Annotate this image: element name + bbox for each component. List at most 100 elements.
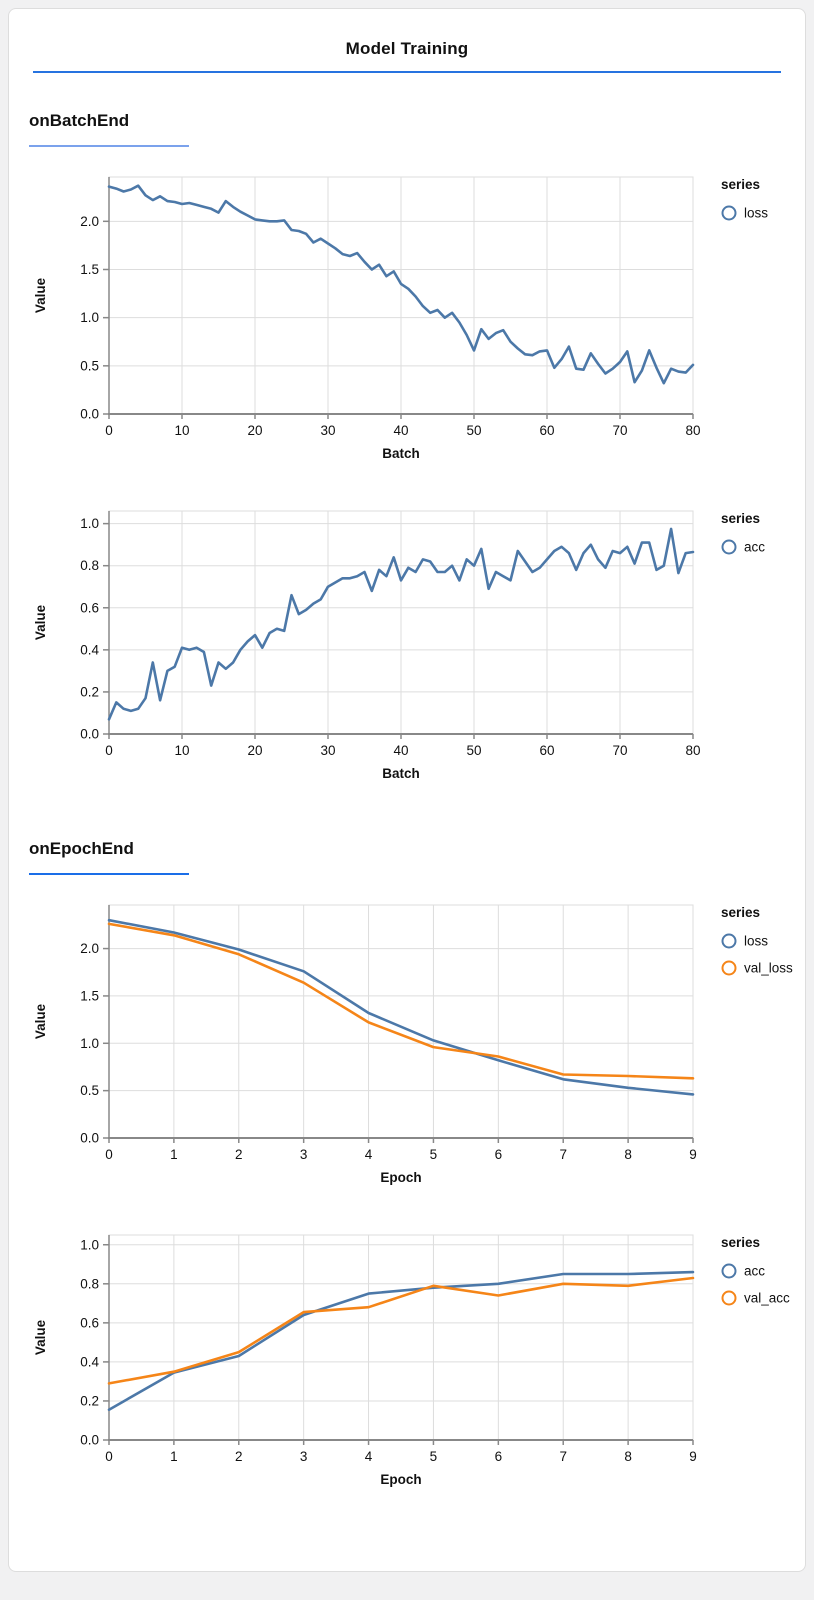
y-tick-label: 0.6 <box>80 600 99 615</box>
acc-line <box>107 1270 695 1411</box>
visor-surface-card: Model Training onBatchEnd 0.0 0.5 1.0 1.5 2.… <box>8 8 806 1572</box>
section-underline-onbatchend <box>29 145 189 147</box>
x-tick-label: 9 <box>689 1147 697 1162</box>
line-chart-svg: 0.0 0.2 0.4 0.6 0.8 1.0 0 1 2 3 4 5 6 7 8 9 Epoch Value se… <box>33 1234 790 1487</box>
y-tick-label: 0.0 <box>80 1131 99 1146</box>
y-tick-label: 0.8 <box>80 558 99 573</box>
loss-line <box>107 184 695 385</box>
y-tick-label: 2.0 <box>80 214 99 229</box>
y-tick-label: 2.0 <box>80 941 99 956</box>
acc-line <box>107 527 695 721</box>
x-tick-label: 40 <box>393 423 408 438</box>
legend-title: series <box>721 905 760 920</box>
y-tick-label: 0.0 <box>80 727 99 742</box>
x-tick-label: 8 <box>624 1449 632 1464</box>
x-tick-label: 70 <box>612 743 627 758</box>
x-tick-label: 50 <box>466 423 481 438</box>
section-heading-onepochend: onEpochEnd <box>29 839 134 858</box>
val_acc-line <box>107 1276 695 1385</box>
x-tick-label: 10 <box>174 743 189 758</box>
legend-title: series <box>721 1235 760 1250</box>
y-tick-label: 0.0 <box>80 407 99 422</box>
x-tick-label: 30 <box>320 743 335 758</box>
chart-onbatchend-loss: 0.0 0.5 1.0 1.5 2.0 0 10 20 30 40 50 60 70 80 Batch Val… <box>23 163 791 481</box>
legend-symbol-loss <box>721 933 737 949</box>
x-tick-label: 0 <box>105 423 113 438</box>
y-axis-title: Value <box>33 604 48 640</box>
x-tick-label: 8 <box>624 1147 632 1162</box>
legend-title: series <box>721 177 760 192</box>
chart-onbatchend-acc: 0.0 0.2 0.4 0.6 0.8 1.0 0 10 20 30 40 50 60 70 80 Batch… <box>23 497 791 801</box>
x-tick-label: 10 <box>174 423 189 438</box>
x-axis-title: Epoch <box>380 1170 421 1185</box>
section-onepochend: onEpochEnd 0.0 0.5 1.0 1.5 2.0 0 1 2 3 4 5 6 7 8 9 Epoc… <box>23 839 793 1507</box>
y-tick-label: 0.5 <box>80 358 99 373</box>
y-tick-label: 0.5 <box>80 1083 99 1098</box>
section-onbatchend: onBatchEnd 0.0 0.5 1.0 1.5 2.0 0 10 20 30 40 50 60 7… <box>23 111 791 801</box>
legend-label-acc: acc <box>744 540 765 555</box>
x-axis-title: Epoch <box>380 1472 421 1487</box>
legend-symbol-acc <box>721 1263 737 1279</box>
x-tick-label: 80 <box>685 743 700 758</box>
y-axis-title: Value <box>33 1003 48 1039</box>
legend-title: series <box>721 511 760 526</box>
x-tick-label: 1 <box>170 1449 178 1464</box>
y-tick-label: 1.0 <box>80 516 99 531</box>
x-tick-label: 6 <box>495 1449 503 1464</box>
plot-frame <box>108 1234 694 1441</box>
y-tick-label: 0.4 <box>80 642 99 657</box>
legend-label-val_acc: val_acc <box>744 1291 790 1306</box>
legend-symbol-acc <box>721 539 737 555</box>
chart-onepochend-loss: 0.0 0.5 1.0 1.5 2.0 0 1 2 3 4 5 6 7 8 9 Epoch Value serie… <box>23 891 793 1205</box>
x-tick-label: 30 <box>320 423 335 438</box>
x-tick-label: 3 <box>300 1147 308 1162</box>
x-tick-label: 50 <box>466 743 481 758</box>
x-tick-label: 1 <box>170 1147 178 1162</box>
x-tick-label: 9 <box>689 1449 697 1464</box>
legend-label-loss: loss <box>744 934 768 949</box>
loss-line <box>107 918 695 1096</box>
x-tick-label: 2 <box>235 1449 243 1464</box>
x-tick-label: 2 <box>235 1147 243 1162</box>
x-tick-label: 80 <box>685 423 700 438</box>
plot-frame <box>108 904 694 1139</box>
line-chart-svg: 0.0 0.5 1.0 1.5 2.0 0 10 20 30 40 50 60 70 80 Batch Val… <box>33 176 768 461</box>
section-heading-onbatchend: onBatchEnd <box>29 111 130 130</box>
legend-symbol-val_loss <box>721 960 737 976</box>
line-chart-svg: 0.0 0.5 1.0 1.5 2.0 0 1 2 3 4 5 6 7 8 9 Epoch Value serie… <box>33 904 793 1185</box>
x-tick-label: 60 <box>539 743 554 758</box>
chart-onepochend-acc: 0.0 0.2 0.4 0.6 0.8 1.0 0 1 2 3 4 5 6 7 8 9 Epoch Value se… <box>23 1221 791 1507</box>
title-underline <box>33 71 781 73</box>
y-tick-label: 1.0 <box>80 1237 99 1252</box>
legend-label-val_loss: val_loss <box>744 961 793 976</box>
x-tick-label: 7 <box>559 1449 567 1464</box>
x-tick-label: 20 <box>247 743 262 758</box>
x-tick-label: 5 <box>430 1147 438 1162</box>
x-tick-label: 0 <box>105 1147 113 1162</box>
legend-label-acc: acc <box>744 1264 765 1279</box>
y-axis-title: Value <box>33 1319 48 1355</box>
x-axis-title: Batch <box>382 766 420 781</box>
y-tick-label: 0.2 <box>80 684 99 699</box>
line-chart-svg: 0.0 0.2 0.4 0.6 0.8 1.0 0 10 20 30 40 50 60 70 80 Batch… <box>33 510 765 781</box>
x-tick-label: 0 <box>105 1449 113 1464</box>
y-tick-label: 1.0 <box>80 310 99 325</box>
y-tick-label: 0.8 <box>80 1276 99 1291</box>
x-tick-label: 6 <box>495 1147 503 1162</box>
y-tick-label: 1.5 <box>80 262 99 277</box>
y-tick-label: 0.0 <box>80 1433 99 1448</box>
x-tick-label: 5 <box>430 1449 438 1464</box>
x-tick-label: 60 <box>539 423 554 438</box>
val_loss-line <box>107 922 695 1080</box>
y-tick-label: 1.5 <box>80 988 99 1003</box>
x-tick-label: 20 <box>247 423 262 438</box>
section-underline-onepochend <box>29 873 189 875</box>
y-tick-label: 0.2 <box>80 1393 99 1408</box>
legend-symbol-loss <box>721 205 737 221</box>
legend-symbol-val_acc <box>721 1290 737 1306</box>
x-tick-label: 3 <box>300 1449 308 1464</box>
x-tick-label: 4 <box>365 1147 373 1162</box>
x-tick-label: 0 <box>105 743 113 758</box>
x-tick-label: 7 <box>559 1147 567 1162</box>
y-axis-title: Value <box>33 277 48 313</box>
